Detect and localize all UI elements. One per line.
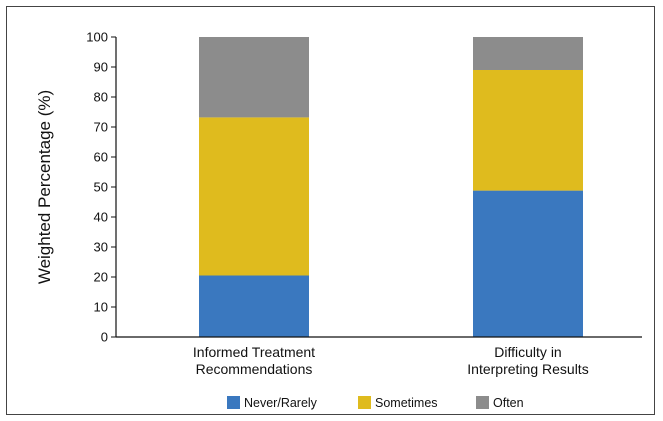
- bar-segment-often-2: [473, 37, 583, 70]
- bar-segment-never-rarely-2: [473, 190, 583, 337]
- legend-swatch-never-rarely: [227, 396, 240, 409]
- x-category-label-2-line-2: Interpreting Results: [467, 361, 588, 377]
- y-tick-label-0: 0: [101, 330, 108, 345]
- y-tick-label-70: 70: [94, 120, 108, 135]
- bar-segment-never-rarely-1: [199, 275, 309, 337]
- y-tick-label-80: 80: [94, 90, 108, 105]
- bar-segment-often-1: [199, 37, 309, 118]
- legend-label-never-rarely: Never/Rarely: [244, 396, 318, 410]
- legend-label-often: Often: [493, 396, 524, 410]
- legend-swatch-sometimes: [358, 396, 371, 409]
- x-category-label-1-line-2: Recommendations: [196, 361, 313, 377]
- x-category-label-1-line-1: Informed Treatment: [193, 344, 315, 360]
- y-tick-label-20: 20: [94, 270, 108, 285]
- legend: Never/Rarely Sometimes Often: [227, 396, 524, 410]
- y-tick-label-50: 50: [94, 180, 108, 195]
- legend-swatch-often: [476, 396, 489, 409]
- y-axis-label: Weighted Percentage (%): [35, 90, 54, 284]
- legend-label-sometimes: Sometimes: [375, 396, 438, 410]
- y-tick-label-30: 30: [94, 240, 108, 255]
- y-tick-label-10: 10: [94, 300, 108, 315]
- bar-segment-sometimes-1: [199, 117, 309, 276]
- plot-area: 0 10 20 30 40 50 60 70 80 90 100 Informed Treatment…: [86, 30, 642, 377]
- x-category-label-2-line-1: Difficulty in: [494, 344, 561, 360]
- y-tick-label-90: 90: [94, 60, 108, 75]
- y-tick-label-100: 100: [86, 30, 108, 45]
- y-tick-label-60: 60: [94, 150, 108, 165]
- bar-segment-sometimes-2: [473, 70, 583, 191]
- y-tick-label-40: 40: [94, 210, 108, 225]
